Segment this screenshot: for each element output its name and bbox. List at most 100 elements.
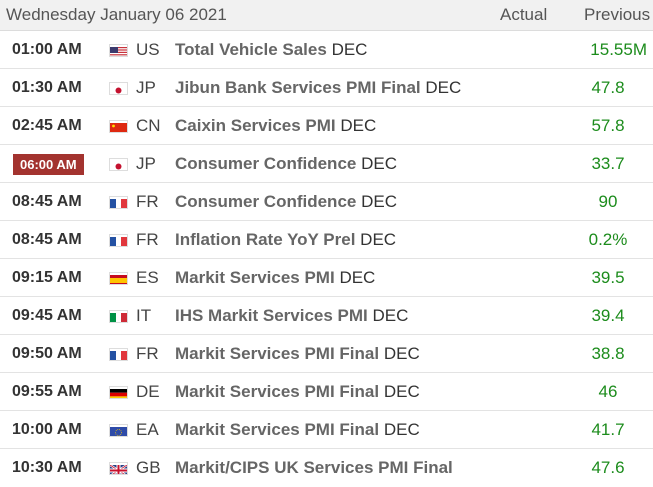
previous-value: 46 bbox=[568, 382, 648, 402]
event-link[interactable]: Caixin Services PMI DEC bbox=[175, 116, 376, 136]
event-name[interactable]: IHS Markit Services PMI bbox=[175, 306, 368, 325]
country-code: GB bbox=[136, 458, 161, 478]
event-link[interactable]: Jibun Bank Services PMI Final DEC bbox=[175, 78, 461, 98]
event-period: DEC bbox=[373, 306, 409, 325]
event-period: DEC bbox=[384, 382, 420, 401]
fr-flag-icon bbox=[109, 234, 128, 247]
previous-value: 39.5 bbox=[568, 268, 648, 288]
event-link[interactable]: Markit Services PMI Final DEC bbox=[175, 344, 420, 364]
previous-value: 47.6 bbox=[568, 458, 648, 478]
event-period: DEC bbox=[425, 78, 461, 97]
event-link[interactable]: Markit Services PMI DEC bbox=[175, 268, 375, 288]
event-time: 02:45 AM bbox=[12, 117, 82, 135]
event-link[interactable]: Consumer Confidence DEC bbox=[175, 192, 397, 212]
country-code: CN bbox=[136, 116, 161, 136]
event-name[interactable]: Markit Services PMI Final bbox=[175, 420, 379, 439]
event-link[interactable]: Total Vehicle Sales DEC bbox=[175, 40, 367, 60]
event-name[interactable]: Markit Services PMI Final bbox=[175, 382, 379, 401]
event-link[interactable]: Consumer Confidence DEC bbox=[175, 154, 397, 174]
event-period: DEC bbox=[361, 154, 397, 173]
country-code: FR bbox=[136, 230, 159, 250]
country-code: DE bbox=[136, 382, 160, 402]
event-time: 09:50 AM bbox=[12, 345, 82, 363]
jp-flag-icon bbox=[109, 158, 128, 171]
country-code: FR bbox=[136, 192, 159, 212]
event-link[interactable]: IHS Markit Services PMI DEC bbox=[175, 306, 408, 326]
previous-column-header[interactable]: Previous bbox=[584, 5, 650, 25]
event-name[interactable]: Consumer Confidence bbox=[175, 192, 356, 211]
event-period: DEC bbox=[332, 40, 368, 59]
calendar-row[interactable]: 02:45 AM CN Caixin Services PMI DEC 57.8 bbox=[0, 107, 653, 145]
event-link[interactable]: Inflation Rate YoY Prel DEC bbox=[175, 230, 396, 250]
event-time: 01:00 AM bbox=[12, 41, 82, 59]
event-period: DEC bbox=[340, 116, 376, 135]
event-name[interactable]: Markit Services PMI Final bbox=[175, 344, 379, 363]
previous-value: 57.8 bbox=[568, 116, 648, 136]
event-name[interactable]: Jibun Bank Services PMI Final bbox=[175, 78, 421, 97]
previous-value: 90 bbox=[568, 192, 648, 212]
event-time: 10:30 AM bbox=[12, 459, 82, 477]
event-name[interactable]: Caixin Services PMI bbox=[175, 116, 336, 135]
fr-flag-icon bbox=[109, 348, 128, 361]
event-link[interactable]: Markit Services PMI Final DEC bbox=[175, 382, 420, 402]
fr-flag-icon bbox=[109, 196, 128, 209]
event-time: 01:30 AM bbox=[12, 79, 82, 97]
calendar-row[interactable]: 08:45 AM FR Inflation Rate YoY Prel DEC 0.2… bbox=[0, 221, 653, 259]
country-code: JP bbox=[136, 154, 156, 174]
calendar-row[interactable]: 08:45 AM FR Consumer Confidence DEC 90 bbox=[0, 183, 653, 221]
event-link[interactable]: Markit Services PMI Final DEC bbox=[175, 420, 420, 440]
actual-column-header[interactable]: Actual bbox=[500, 5, 547, 25]
es-flag-icon bbox=[109, 272, 128, 285]
jp-flag-icon bbox=[109, 82, 128, 95]
gb-flag-icon bbox=[109, 462, 128, 475]
event-name[interactable]: Inflation Rate YoY Prel bbox=[175, 230, 355, 249]
calendar-row[interactable]: 01:30 AM JP Jibun Bank Services PMI Final … bbox=[0, 69, 653, 107]
previous-value: 0.2% bbox=[568, 230, 648, 250]
event-time: 09:15 AM bbox=[12, 269, 82, 287]
event-period: DEC bbox=[339, 268, 375, 287]
calendar-row[interactable]: 06:00 AM JP Consumer Confidence DEC 33.7 bbox=[0, 145, 653, 183]
country-code: JP bbox=[136, 78, 156, 98]
event-period: DEC bbox=[361, 192, 397, 211]
country-code: US bbox=[136, 40, 160, 60]
event-name[interactable]: Consumer Confidence bbox=[175, 154, 356, 173]
it-flag-icon bbox=[109, 310, 128, 323]
calendar-row[interactable]: 09:50 AM FR Markit Services PMI Final DEC 3… bbox=[0, 335, 653, 373]
event-link[interactable]: Markit/CIPS UK Services PMI Final bbox=[175, 458, 453, 478]
event-period: DEC bbox=[384, 344, 420, 363]
calendar-row[interactable]: 09:15 AM ES Markit Services PMI DEC 39.5 bbox=[0, 259, 653, 297]
calendar-row[interactable]: 09:45 AM IT IHS Markit Services PMI DEC 39.… bbox=[0, 297, 653, 335]
calendar-row[interactable]: 09:55 AM DE Markit Services PMI Final DEC 4… bbox=[0, 373, 653, 411]
country-code: FR bbox=[136, 344, 159, 364]
event-time: 08:45 AM bbox=[12, 231, 82, 249]
us-flag-icon bbox=[109, 44, 128, 57]
event-name[interactable]: Markit/CIPS UK Services PMI Final bbox=[175, 458, 453, 477]
de-flag-icon bbox=[109, 386, 128, 399]
event-period: DEC bbox=[360, 230, 396, 249]
calendar-header: Wednesday January 06 2021 Actual Previou… bbox=[0, 0, 653, 31]
event-period: DEC bbox=[384, 420, 420, 439]
event-time: 09:45 AM bbox=[12, 307, 82, 325]
calendar-row[interactable]: 01:00 AM US Total Vehicle Sales DEC 15.55M bbox=[0, 31, 653, 69]
event-time: 10:00 AM bbox=[12, 421, 82, 439]
event-name[interactable]: Total Vehicle Sales bbox=[175, 40, 327, 59]
cn-flag-icon bbox=[109, 120, 128, 133]
previous-value: 47.8 bbox=[568, 78, 648, 98]
previous-value: 38.8 bbox=[568, 344, 648, 364]
country-code: ES bbox=[136, 268, 159, 288]
previous-value: 39.4 bbox=[568, 306, 648, 326]
calendar-row[interactable]: 10:00 AM EA Markit Services PMI Final DEC 4… bbox=[0, 411, 653, 449]
event-time: 09:55 AM bbox=[12, 383, 82, 401]
date-heading: Wednesday January 06 2021 bbox=[6, 5, 227, 25]
previous-value: 15.55M bbox=[567, 40, 647, 60]
country-code: IT bbox=[136, 306, 151, 326]
previous-value: 41.7 bbox=[568, 420, 648, 440]
event-name[interactable]: Markit Services PMI bbox=[175, 268, 335, 287]
calendar-row[interactable]: 10:30 AM GB Markit/CIPS UK Services PMI Fi… bbox=[0, 449, 653, 487]
previous-value: 33.7 bbox=[568, 154, 648, 174]
country-code: EA bbox=[136, 420, 159, 440]
event-time: 08:45 AM bbox=[12, 193, 82, 211]
event-time: 06:00 AM bbox=[13, 154, 84, 175]
